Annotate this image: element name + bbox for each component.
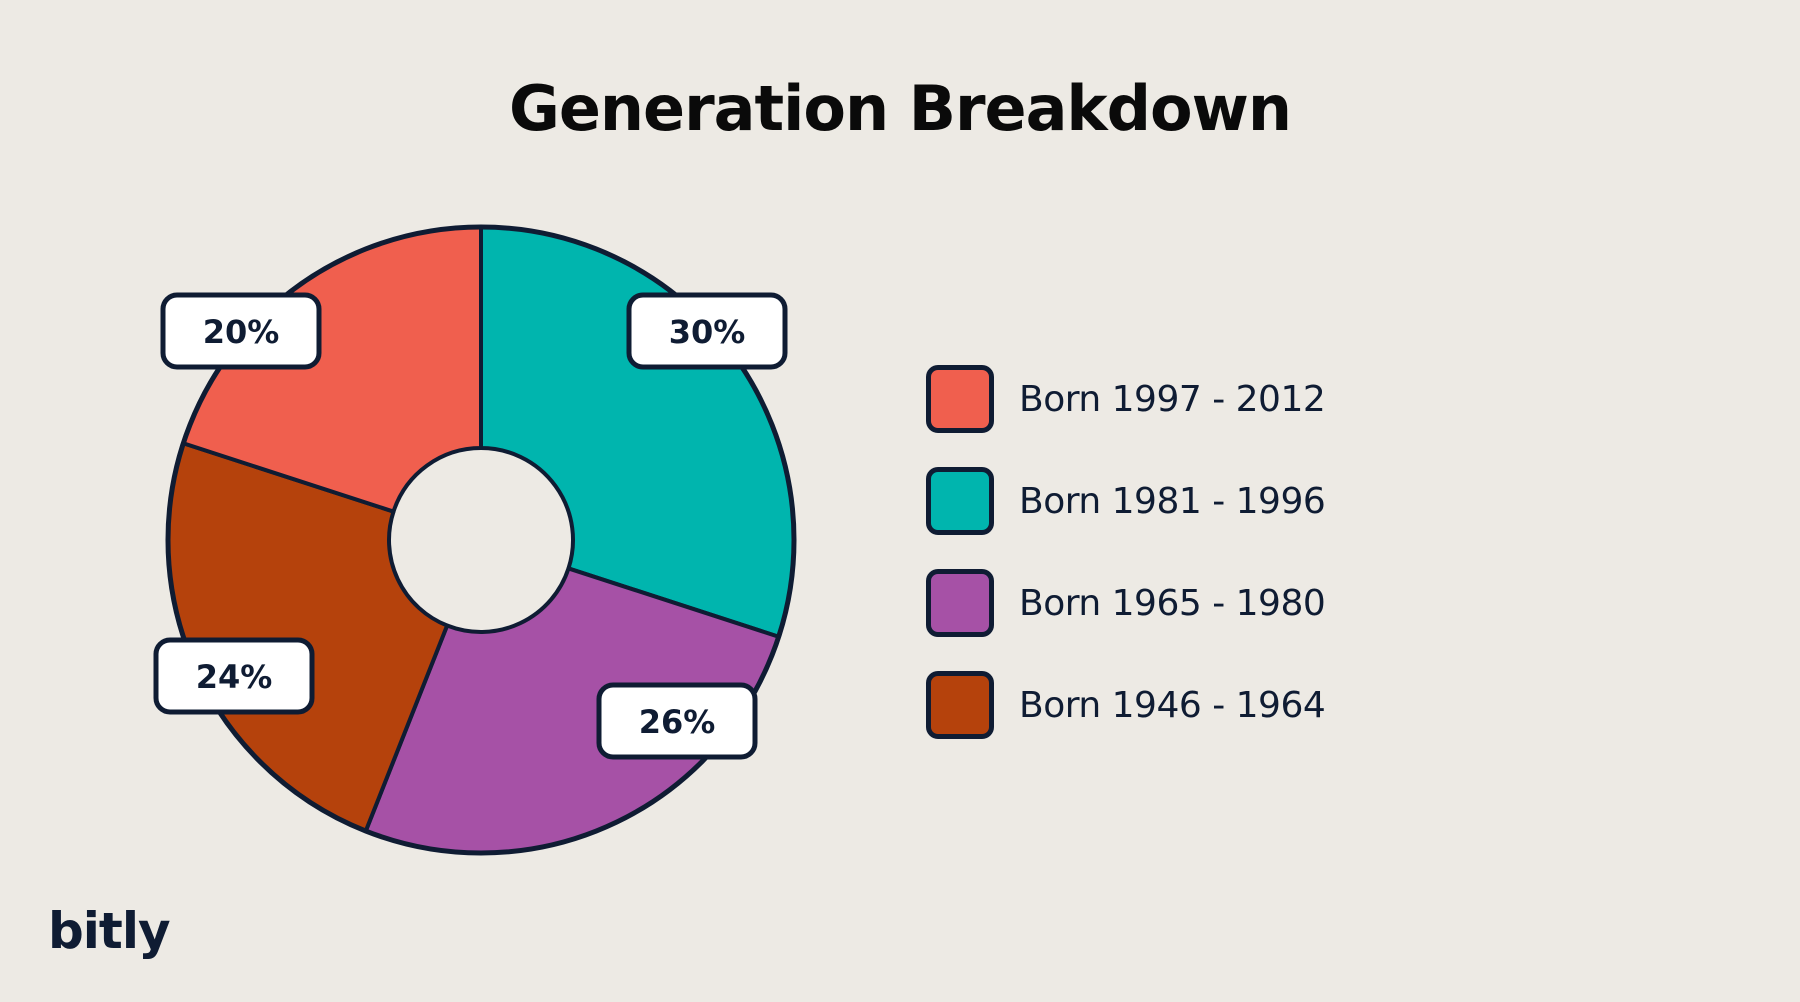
value-label-box-1965-1980 — [596, 682, 758, 760]
legend: Born 1997 - 2012 Born 1981 - 1996 Born 1… — [926, 348, 1326, 756]
legend-item-1946-1964: Born 1946 - 1964 — [926, 654, 1326, 756]
value-label-box-1946-1964 — [153, 637, 315, 715]
value-label-1981-1996: 30% — [626, 292, 788, 370]
legend-label-1965-1980: Born 1965 - 1980 — [1019, 582, 1326, 624]
legend-swatch-1997-2012 — [926, 365, 994, 433]
legend-label-1981-1996: Born 1981 - 1996 — [1019, 480, 1326, 522]
value-label-text-1997-2012: 20% — [203, 313, 280, 351]
value-label-text-1981-1996: 30% — [669, 313, 746, 351]
chart-title: Generation Breakdown — [508, 72, 1292, 145]
value-label-1997-2012: 20% — [160, 292, 322, 370]
legend-swatch-1946-1964 — [926, 671, 994, 739]
legend-swatch-1981-1996 — [926, 467, 994, 535]
value-label-text-1946-1964: 24% — [196, 658, 273, 696]
value-label-text-1965-1980: 26% — [639, 703, 716, 741]
legend-item-1981-1996: Born 1981 - 1996 — [926, 450, 1326, 552]
value-label-1946-1964: 24% — [153, 637, 315, 715]
value-label-1965-1980: 26% — [596, 682, 758, 760]
legend-label-1997-2012: Born 1997 - 2012 — [1019, 378, 1326, 420]
value-label-box-1981-1996 — [626, 292, 788, 370]
value-label-box-1997-2012 — [160, 292, 322, 370]
legend-item-1965-1980: Born 1965 - 1980 — [926, 552, 1326, 654]
legend-item-1997-2012: Born 1997 - 2012 — [926, 348, 1326, 450]
legend-label-1946-1964: Born 1946 - 1964 — [1019, 684, 1326, 726]
slice-1981-1996 — [479, 225, 796, 639]
legend-swatch-1965-1980 — [926, 569, 994, 637]
bitly-logo: bitly — [48, 902, 171, 960]
